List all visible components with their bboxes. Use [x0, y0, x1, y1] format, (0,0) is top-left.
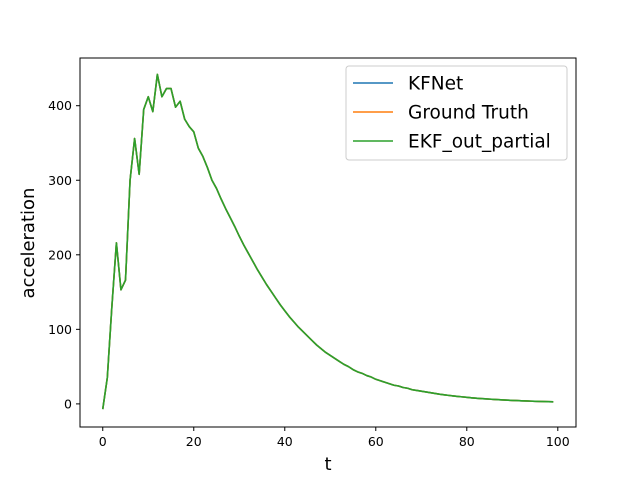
y-tick-label: 300	[48, 173, 72, 188]
x-axis-ticks: 0 20 40 60 80 100	[99, 427, 570, 449]
x-axis-label: t	[324, 454, 331, 475]
y-axis-label: acceleration	[18, 188, 39, 299]
y-tick-label: 400	[48, 98, 72, 113]
y-tick-label: 100	[48, 322, 72, 337]
series-line-ekf-out-partial	[101, 73, 554, 410]
x-tick-label: 80	[459, 434, 475, 449]
legend-label-kfnet: KFNet	[408, 74, 463, 95]
legend-label-ekf-out-partial: EKF_out_partial	[408, 132, 551, 153]
x-tick-label: 0	[99, 434, 107, 449]
y-axis-ticks: 0 100 200 300 400	[48, 98, 80, 411]
y-tick-label: 0	[64, 396, 72, 411]
series-layer	[101, 73, 554, 410]
legend-label-ground-truth: Ground Truth	[408, 103, 529, 124]
y-tick-label: 200	[48, 247, 72, 262]
legend: KFNet Ground Truth EKF_out_partial	[345, 65, 568, 161]
legend-box	[345, 65, 568, 161]
axes-frame	[79, 57, 577, 428]
x-tick-label: 40	[277, 434, 293, 449]
x-tick-label: 20	[186, 434, 202, 449]
x-tick-label: 100	[546, 434, 570, 449]
x-tick-label: 60	[368, 434, 384, 449]
